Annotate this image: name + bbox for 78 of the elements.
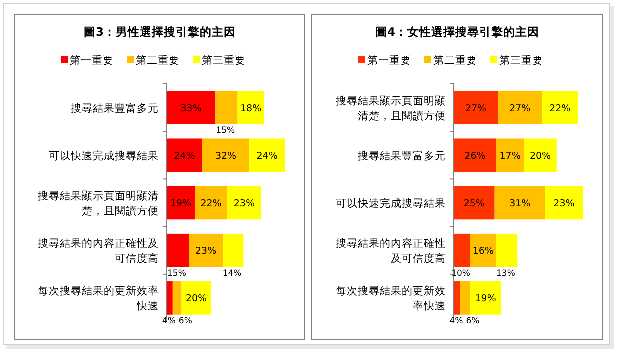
data-label: 4%: [162, 316, 176, 326]
bar: [454, 186, 495, 220]
bar: [454, 282, 461, 315]
bar: [167, 186, 196, 220]
bar: [216, 91, 238, 124]
y-tick-label: 搜尋結果顯示頁面明顯清楚，且閱讀方便: [38, 190, 159, 218]
bar: [227, 186, 262, 220]
bar: [496, 234, 518, 268]
bar: [202, 138, 250, 172]
y-tick-label: 搜尋結果豐富多元: [358, 149, 446, 162]
bar: [496, 138, 524, 172]
bar: [454, 91, 498, 124]
bar: [494, 186, 546, 220]
data-label: 27%: [510, 103, 531, 114]
bar: [470, 282, 502, 315]
data-label: 16%: [472, 246, 494, 258]
bar: [189, 234, 224, 268]
bar: [524, 138, 557, 172]
bar: [223, 234, 244, 268]
chart-title: 圖4：女性選擇搜尋引擎的主因: [375, 25, 540, 39]
data-label: 19%: [170, 198, 192, 210]
y-tick-label: 可以快速完成搜尋結果: [336, 197, 446, 210]
legend-label: 第二重要: [434, 54, 478, 67]
data-label: 25%: [464, 198, 485, 210]
y-tick-label: 每次搜尋結果的更新效率快速: [38, 284, 159, 313]
legend-label: 第一重要: [368, 54, 412, 67]
bar: [238, 91, 264, 124]
bar: [167, 234, 190, 268]
data-label: 15%: [216, 126, 236, 136]
data-label: 20%: [186, 294, 208, 305]
data-label: 20%: [530, 150, 552, 162]
data-label: 6%: [178, 316, 192, 326]
y-tick-label: 搜尋結果豐富多元: [71, 102, 159, 115]
data-label: 22%: [200, 198, 222, 210]
data-label: 13%: [496, 268, 516, 279]
bar: [470, 234, 496, 268]
legend-label: 第二重要: [136, 54, 180, 67]
bar: [167, 91, 216, 124]
bar: [167, 138, 202, 172]
data-label: 32%: [215, 150, 237, 162]
bar: [172, 282, 182, 315]
data-label: 31%: [510, 198, 531, 210]
data-label: 23%: [234, 198, 255, 210]
data-label: 19%: [475, 294, 496, 305]
y-tick-label: 每次搜尋結果的更新效率快速: [336, 284, 446, 313]
legend-label: 第三重要: [202, 54, 246, 67]
data-label: 17%: [500, 150, 521, 162]
data-label: 27%: [465, 103, 487, 114]
chart-title: 圖3：男性選擇搜引擎的主因: [84, 25, 236, 39]
bar: [545, 186, 583, 220]
y-tick-label: 可以快速完成搜尋結果: [49, 149, 159, 162]
data-label: 18%: [240, 103, 262, 114]
legend-label: 第三重要: [500, 54, 544, 67]
bar: [454, 138, 496, 172]
bar: [498, 91, 542, 124]
bar: [167, 282, 173, 315]
y-tick-label: 搜尋結果顯示頁面明顯清楚，且閱讀方便: [336, 94, 446, 122]
bar: [250, 138, 285, 172]
data-label: 10%: [452, 268, 471, 279]
bar: [460, 282, 470, 315]
bar: [542, 91, 578, 124]
bar: [454, 234, 470, 268]
data-label: 15%: [168, 268, 186, 279]
data-label: 23%: [554, 198, 575, 210]
data-label: 23%: [196, 246, 217, 258]
data-label: 24%: [174, 150, 196, 162]
data-label: 4%: [450, 316, 464, 326]
bar: [182, 282, 212, 315]
data-label: 24%: [256, 150, 278, 162]
legend-label: 第一重要: [70, 54, 114, 67]
data-label: 6%: [466, 316, 480, 326]
data-label: 26%: [464, 150, 486, 162]
data-label: 22%: [550, 103, 571, 114]
y-tick-label: 搜尋結果的內容正確性及可信度高: [38, 237, 159, 266]
data-label: 33%: [180, 103, 202, 114]
data-label: 14%: [222, 268, 242, 279]
bar: [195, 186, 228, 220]
y-tick-label: 搜尋結果的內容正確性及可信度高: [336, 237, 446, 266]
